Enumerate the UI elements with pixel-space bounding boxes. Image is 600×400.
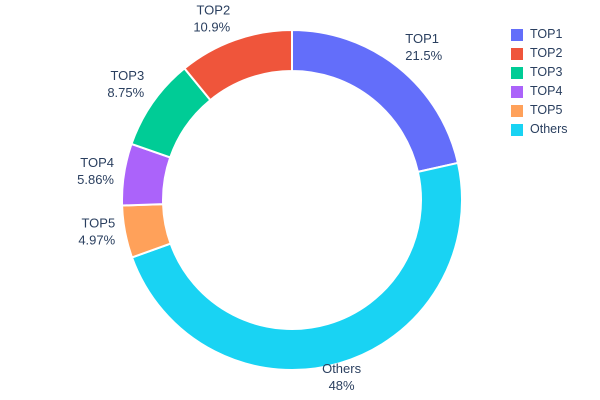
legend-item-top1[interactable]: TOP1 (511, 27, 568, 42)
legend-item-top3[interactable]: TOP3 (511, 65, 568, 80)
legend-label-top5: TOP5 (530, 103, 563, 117)
legend-swatch-top1 (511, 28, 523, 41)
slice-label-top5: TOP5 4.97% (78, 215, 115, 247)
legend-label-top3: TOP3 (530, 65, 563, 79)
legend-item-others[interactable]: Others (511, 122, 568, 137)
legend-item-top4[interactable]: TOP4 (511, 84, 568, 99)
legend-swatch-top3 (511, 66, 523, 79)
slice-others[interactable] (130, 161, 463, 371)
slice-label-top4: TOP4 5.86% (77, 155, 114, 187)
legend-label-top4: TOP4 (530, 84, 563, 98)
slice-label-top3: TOP3 8.75% (107, 68, 144, 100)
legend-swatch-others (511, 123, 523, 136)
legend-swatch-top4 (511, 85, 523, 98)
legend-label-top1: TOP1 (530, 27, 563, 41)
legend-label-others: Others (530, 122, 568, 136)
legend: TOP1 TOP2 TOP3 TOP4 TOP5 Others (511, 27, 568, 137)
legend-swatch-top5 (511, 104, 523, 117)
legend-swatch-top2 (511, 47, 523, 60)
slice-label-others: Others 48% (322, 361, 362, 393)
legend-label-top2: TOP2 (530, 46, 563, 60)
slice-label-top1: TOP1 21.5% (405, 31, 442, 63)
legend-item-top5[interactable]: TOP5 (511, 103, 568, 118)
slice-top2[interactable] (183, 28, 293, 102)
legend-item-top2[interactable]: TOP2 (511, 46, 568, 61)
slice-label-top2: TOP2 10.9% (193, 2, 230, 34)
